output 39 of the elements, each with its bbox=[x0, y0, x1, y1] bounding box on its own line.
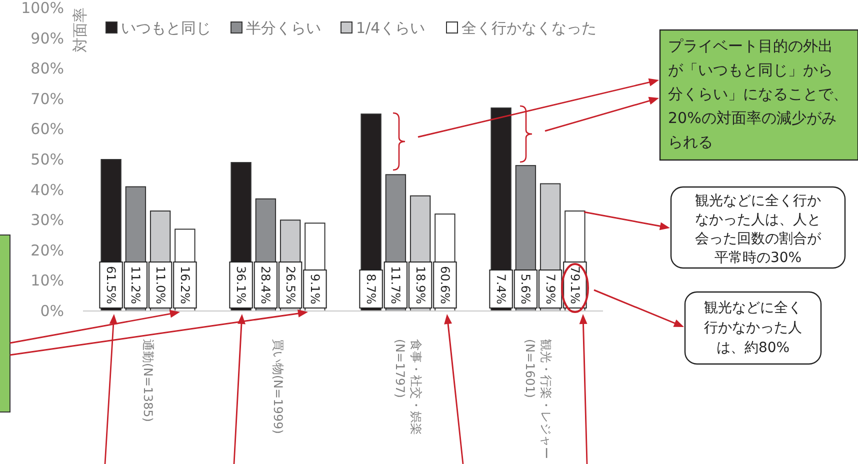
y-tick-label: 90% bbox=[30, 29, 64, 48]
x-tick-label: 食事・社交・娯楽(N=1797) bbox=[393, 339, 423, 435]
y-tick-label: 0% bbox=[40, 302, 64, 320]
x-tick-label: 観光・行楽・レジャー(N=1601) bbox=[523, 339, 553, 459]
annotation: 7.9% bbox=[543, 274, 558, 304]
y-axis-title: 対面率 bbox=[71, 8, 89, 52]
annotation: 8.7% bbox=[364, 274, 378, 304]
annotation: 7.4% bbox=[494, 274, 508, 304]
annotation: 79.1% bbox=[568, 266, 582, 304]
annotation: 28.4% bbox=[258, 266, 273, 304]
x-tick-label: 通勤(N=1385) bbox=[141, 339, 155, 422]
annotation: 18.9% bbox=[413, 266, 428, 304]
annotation: 11.2% bbox=[128, 266, 143, 304]
annotation: 5.6% bbox=[518, 274, 533, 304]
y-tick-label: 50% bbox=[30, 150, 64, 168]
legend-label: 半分くらい bbox=[246, 19, 321, 37]
y-tick-label: 10% bbox=[30, 272, 64, 290]
legend-label: 全く行かなくなった bbox=[462, 19, 596, 37]
text: プライベート目的の外出が「いつもと同じ」から分くらい」になることで、20%の対面率の減少がみられる bbox=[668, 37, 848, 151]
y-tick-label: 70% bbox=[30, 90, 64, 108]
y-tick-label: 80% bbox=[30, 60, 64, 78]
y-tick-label: 100% bbox=[21, 0, 64, 17]
y-tick-label: 20% bbox=[30, 241, 64, 260]
text: 観光などに全く行かなかった人は、約80% bbox=[704, 300, 802, 356]
x-tick-label: 買い物(N=1999) bbox=[271, 339, 285, 434]
annotation: 61.5% bbox=[104, 266, 118, 304]
legend-label: 1/4くらい bbox=[356, 19, 426, 37]
y-tick-label: 30% bbox=[30, 211, 64, 230]
annotation: 36.1% bbox=[234, 266, 248, 304]
annotation: 60.6% bbox=[438, 266, 452, 304]
y-tick-label: 40% bbox=[30, 180, 64, 199]
y-tick-label: 60% bbox=[30, 120, 64, 138]
annotation: 9.1% bbox=[308, 274, 322, 304]
text: 観光などに全く行かなかった人は、人と会った回数の割合が平常時の30% bbox=[695, 193, 822, 266]
annotation: 11.0% bbox=[153, 266, 168, 304]
annotation: 16.2% bbox=[178, 266, 192, 304]
legend-label: いつもと同じ bbox=[121, 19, 211, 37]
annotation: 26.5% bbox=[283, 266, 298, 304]
annotation: 11.7% bbox=[388, 266, 403, 304]
